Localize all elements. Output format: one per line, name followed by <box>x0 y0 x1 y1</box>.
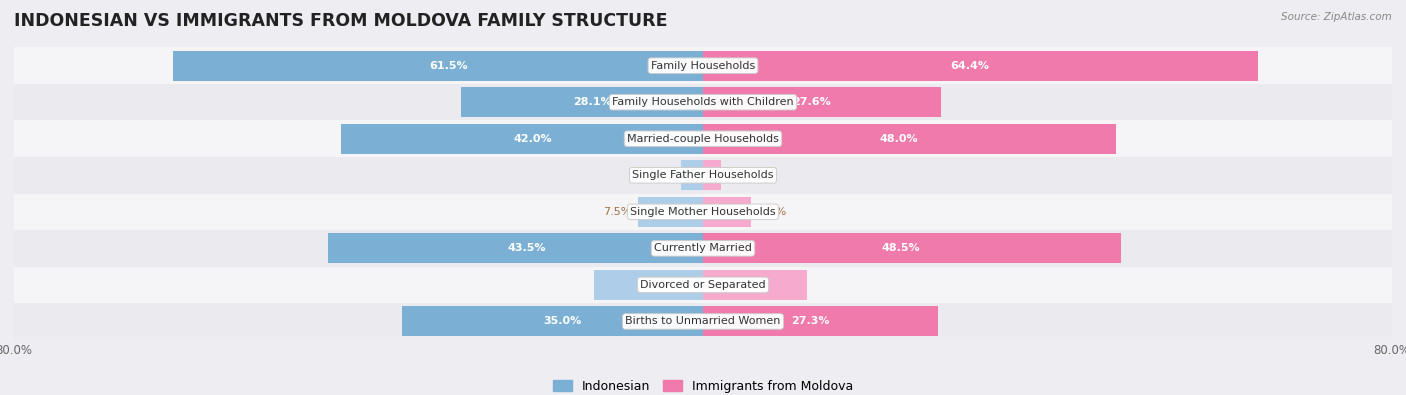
Bar <box>703 233 1121 263</box>
Text: 7.5%: 7.5% <box>603 207 631 217</box>
Bar <box>703 124 1116 154</box>
Bar <box>14 84 1392 120</box>
Text: Married-couple Households: Married-couple Households <box>627 134 779 144</box>
Text: 28.1%: 28.1% <box>574 97 612 107</box>
Bar <box>703 87 941 117</box>
Bar <box>173 51 703 81</box>
Text: 5.6%: 5.6% <box>758 207 786 217</box>
Bar <box>402 307 703 337</box>
Text: 27.3%: 27.3% <box>790 316 830 326</box>
Text: Births to Unmarried Women: Births to Unmarried Women <box>626 316 780 326</box>
Text: 61.5%: 61.5% <box>430 61 468 71</box>
Bar <box>703 160 721 190</box>
Text: 2.1%: 2.1% <box>728 170 756 180</box>
Bar <box>14 194 1392 230</box>
Bar <box>14 230 1392 267</box>
Bar <box>14 120 1392 157</box>
Text: 2.6%: 2.6% <box>645 170 673 180</box>
Bar <box>681 160 703 190</box>
Text: 35.0%: 35.0% <box>544 316 582 326</box>
Bar <box>638 197 703 227</box>
Text: 43.5%: 43.5% <box>508 243 546 253</box>
Bar <box>14 303 1392 340</box>
Text: Family Households: Family Households <box>651 61 755 71</box>
Text: Single Father Households: Single Father Households <box>633 170 773 180</box>
Text: 48.0%: 48.0% <box>880 134 918 144</box>
Bar <box>703 270 807 300</box>
Legend: Indonesian, Immigrants from Moldova: Indonesian, Immigrants from Moldova <box>548 375 858 395</box>
Text: 12.1%: 12.1% <box>725 280 763 290</box>
Text: 48.5%: 48.5% <box>882 243 921 253</box>
Text: 27.6%: 27.6% <box>792 97 831 107</box>
Text: 42.0%: 42.0% <box>513 134 553 144</box>
Text: 12.6%: 12.6% <box>640 280 679 290</box>
Text: Currently Married: Currently Married <box>654 243 752 253</box>
Bar <box>703 307 938 337</box>
Bar <box>14 157 1392 194</box>
Bar <box>461 87 703 117</box>
Text: Divorced or Separated: Divorced or Separated <box>640 280 766 290</box>
Bar <box>595 270 703 300</box>
Bar <box>703 197 751 227</box>
Bar <box>329 233 703 263</box>
Bar <box>703 51 1257 81</box>
Text: 64.4%: 64.4% <box>950 61 988 71</box>
Bar <box>14 267 1392 303</box>
Text: Source: ZipAtlas.com: Source: ZipAtlas.com <box>1281 12 1392 22</box>
Text: Single Mother Households: Single Mother Households <box>630 207 776 217</box>
Text: Family Households with Children: Family Households with Children <box>612 97 794 107</box>
Bar <box>14 47 1392 84</box>
Text: INDONESIAN VS IMMIGRANTS FROM MOLDOVA FAMILY STRUCTURE: INDONESIAN VS IMMIGRANTS FROM MOLDOVA FA… <box>14 12 668 30</box>
Bar <box>342 124 703 154</box>
